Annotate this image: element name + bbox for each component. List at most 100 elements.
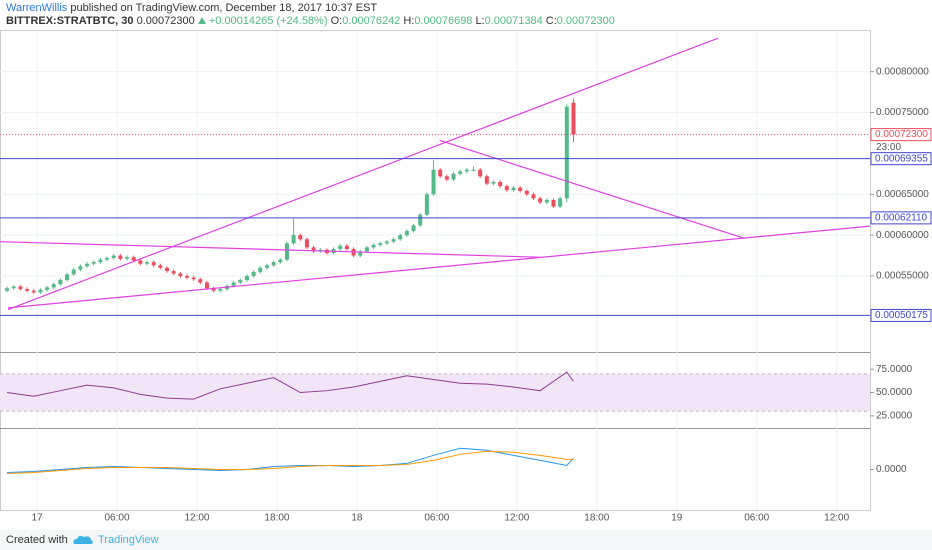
price-label: 0.00072300 [875,129,928,140]
candle-body [271,262,276,266]
candle-body [164,267,169,272]
candle-body [5,288,10,291]
up-arrow [197,17,206,24]
candle-body [85,263,90,267]
rsi-line [6,371,574,400]
x-tick-label: 12:00 [504,513,529,524]
candle-body [491,182,496,184]
candle-body [431,169,436,195]
brand[interactable]: TradingView [98,534,159,546]
candle-body [171,271,176,274]
candle-body [458,171,463,174]
rsi-tick-label: 50.0000 [876,387,913,398]
candle-body [511,187,516,191]
candle-body [484,176,489,184]
y-tick-label: 0.00055000 [876,271,929,282]
candle-body [18,286,23,290]
y-tick-label: 0.00065000 [876,189,929,200]
candle-body [238,280,243,283]
candle-body [251,271,256,276]
price-label-box [870,308,932,322]
x-tick-label: 06:00 [744,513,769,524]
candle-body [111,255,116,259]
candle-body [184,275,189,278]
candle-body [384,241,389,244]
y-tick-label: 0.00080000 [876,66,929,77]
countdown: 23:00 [876,142,901,153]
price-label: 0.00050175 [875,310,928,321]
candle-body [291,235,296,244]
candle-body [258,267,263,272]
candle-body [378,243,383,245]
candle-body [424,194,429,215]
macd-line [7,447,574,474]
candle-body [91,262,96,264]
candle-body [344,245,349,250]
price-label: 0.00062110 [875,213,928,224]
candle-body [284,243,289,260]
candle-body [531,194,536,199]
candle-body [551,199,556,207]
ohlc-value: 0.00076698 [414,15,473,27]
header-line-2: BITTREX:STRATBTC, 30 0.00072300 +0.00014… [6,15,618,28]
candle-body [358,251,363,256]
candle-body [25,289,30,291]
candle-body [218,289,223,291]
candle-body [498,182,503,187]
candle-body [204,282,209,289]
published: published on TradingView.com, December 1… [70,2,378,14]
candle-body [524,191,529,195]
candle-body [144,262,149,264]
candle-body [311,247,316,252]
macd-tick-label: 0.0000 [876,464,907,475]
candle-body [38,289,43,293]
chart: 17 06:00 12:00 18:00 18 06:00 12:00 18:00 19 06:0… [0,30,932,524]
candle-body [571,102,576,135]
x-tick-label: 12:00 [184,513,209,524]
price-label: 0.00069355 [875,153,928,164]
frame [0,30,871,511]
rsi-tick-label: 25.0000 [876,411,913,422]
candle-body [98,259,103,263]
candle-body [125,257,130,259]
candle-body [118,255,123,259]
candle-body [71,269,76,275]
candle-body [391,239,396,242]
candle-body [464,169,469,172]
logo [73,535,93,544]
macd-line [7,450,574,475]
last-price: 0.00072300 [136,15,195,27]
candle-body [211,288,216,291]
candle-body [471,169,476,171]
candle-body [198,279,203,283]
symbol: BITTREX:STRATBTC, 30 [6,15,134,27]
candle-body [178,273,183,276]
header: WarrenWillis published on TradingView.co… [6,2,618,28]
trend-line [7,37,719,311]
candle-body [438,169,443,177]
candle-body [411,225,416,232]
author[interactable]: WarrenWillis [6,2,68,14]
candle-body [371,244,376,248]
ohlc-label: L: [475,15,485,27]
x-tick-label: 18:00 [584,513,609,524]
candle-body [45,287,50,290]
ohlc-label: H: [403,15,415,27]
header-line-1: WarrenWillis published on TradingView.co… [6,2,618,15]
ohlc-label: O: [330,15,343,27]
candle-body [278,259,283,263]
x-tick-label: 12:00 [824,513,849,524]
ohlc-label: C: [545,15,557,27]
candle-body [105,258,110,260]
candle-body [11,286,16,289]
x-tick-label: 19 [671,513,683,524]
price-label-box [870,152,932,166]
candle-body [158,265,163,268]
x-tick-label: 18 [351,513,363,524]
candle-body [244,275,249,281]
ohlc-value: 0.00071384 [484,15,543,27]
x-tick-label: 18:00 [264,513,289,524]
candle-body [304,239,309,248]
price-label-box [870,128,932,142]
rsi-tick-label: 75.0000 [876,364,913,375]
